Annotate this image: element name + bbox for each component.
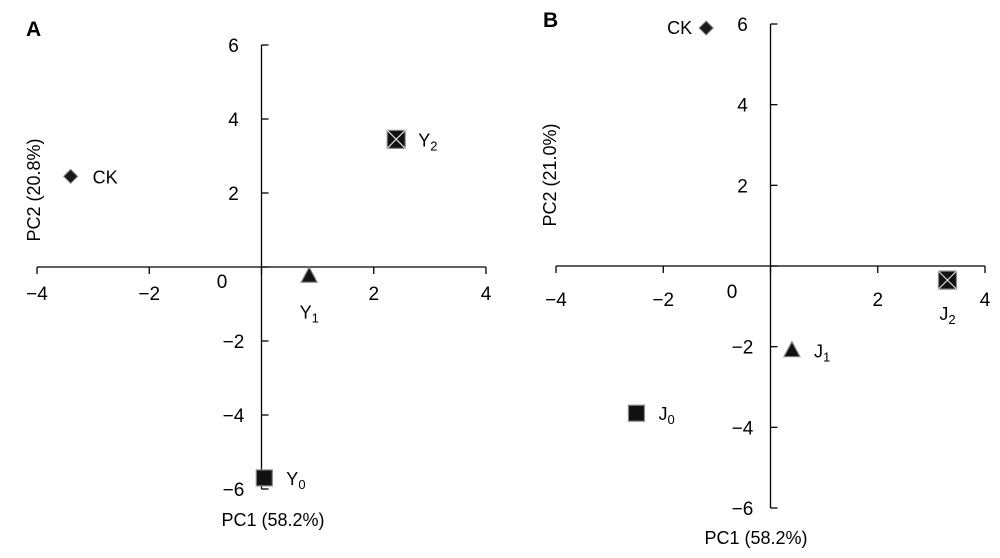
x-tick-label: −2 — [138, 284, 160, 305]
x-tick-label: 4 — [980, 290, 991, 311]
point-label-subscript: 2 — [948, 312, 955, 327]
y-axis-title: PC2 (21.0%) — [540, 123, 560, 226]
y-tick-label: −4 — [223, 406, 245, 427]
data-point-triangle — [782, 340, 801, 358]
point-label: J2 — [939, 304, 955, 327]
x-tick-label: −4 — [545, 290, 567, 311]
y-axis-title: PC2 (20.8%) — [24, 138, 44, 241]
x-axis-title: PC1 (58.2%) — [221, 510, 324, 530]
point-label: Y2 — [418, 130, 437, 153]
panel-a: −4 −2 2 4 6 4 2 −2 −4 −6 0 PC1 (58.2%) PC2 (20.8%) A C… — [24, 18, 492, 530]
y-tick-label: −2 — [223, 332, 245, 353]
panel-label: B — [543, 9, 558, 32]
y-tick-label: −2 — [732, 338, 754, 359]
y-tick-label: 6 — [737, 15, 748, 36]
point-label-subscript: 0 — [667, 412, 674, 427]
x-tick-label: −4 — [26, 284, 48, 305]
point-label: J1 — [814, 342, 830, 365]
data-point-boxcross — [937, 270, 958, 290]
data-point-diamond — [698, 20, 714, 36]
y-tick-label: 6 — [228, 36, 239, 57]
point-label-subscript: 0 — [298, 477, 305, 492]
y-tick-label: −4 — [732, 418, 754, 439]
point-label-subscript: 1 — [823, 350, 830, 365]
data-point-boxcross — [386, 129, 406, 149]
origin-label: 0 — [727, 282, 738, 303]
point-label: J0 — [658, 404, 674, 427]
y-tick-label: −6 — [223, 480, 245, 501]
x-tick-label: −2 — [652, 290, 674, 311]
panel-label: A — [26, 18, 41, 41]
origin-label: 0 — [217, 272, 228, 293]
data-point-square — [627, 404, 646, 422]
data-point-square — [255, 469, 273, 487]
point-label: Y1 — [300, 302, 319, 325]
panel-b: −4 −2 2 4 6 4 2 −2 −4 −6 0 PC1 (58.2%) PC2 (21.0%) B C… — [540, 9, 991, 548]
y-tick-label: 2 — [228, 184, 239, 205]
x-tick-label: 2 — [368, 284, 379, 305]
point-label: CK — [667, 18, 692, 38]
x-tick-label: 2 — [872, 290, 883, 311]
point-label: CK — [93, 167, 118, 187]
y-tick-label: 4 — [737, 96, 748, 117]
y-tick-label: 4 — [228, 110, 239, 131]
y-tick-label: 2 — [737, 176, 748, 197]
point-label-subscript: 1 — [312, 310, 319, 325]
x-axis-title: PC1 (58.2%) — [704, 528, 807, 548]
point-label: Y0 — [286, 469, 305, 492]
y-tick-label: −6 — [732, 499, 754, 520]
x-tick-label: 4 — [481, 284, 492, 305]
data-point-diamond — [62, 168, 79, 185]
data-point-triangle — [300, 265, 319, 283]
point-label-subscript: 2 — [430, 138, 437, 153]
